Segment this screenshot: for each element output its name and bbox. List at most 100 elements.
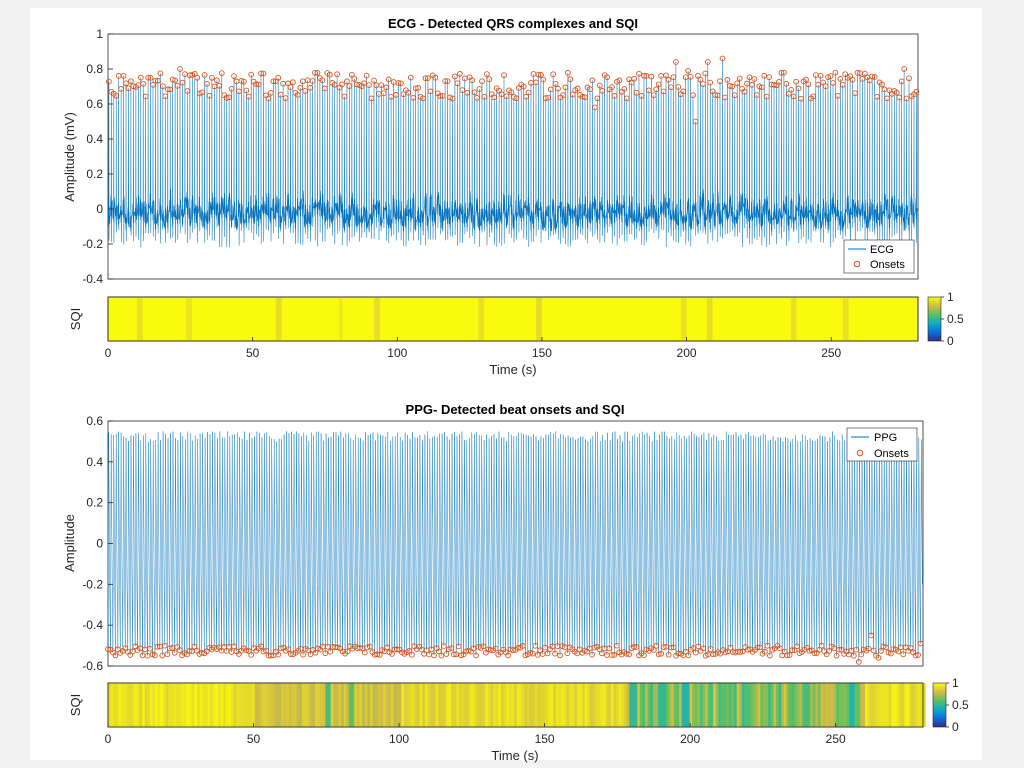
ecg-sqi-segments xyxy=(136,297,849,341)
ecg-onset-marker xyxy=(155,77,161,84)
ecg-onset-marker xyxy=(783,80,790,87)
ppg-onset-marker xyxy=(505,652,511,659)
ppg-sqi-segment xyxy=(341,683,345,727)
ppg-sqi-segment xyxy=(322,683,326,727)
ecg-onset-marker xyxy=(673,59,679,65)
ppg-onset-marker xyxy=(176,647,183,653)
ppg-sqi-segment xyxy=(878,683,882,727)
x-tick-label: 150 xyxy=(535,732,555,746)
ppg-onset-marker xyxy=(767,652,773,659)
ecg-onset-marker xyxy=(744,80,750,87)
ppg-sqi-segment xyxy=(519,683,523,727)
ppg-sqi-segment xyxy=(129,683,132,727)
ecg-onset-marker xyxy=(685,67,691,74)
ppg-signal-series xyxy=(107,431,923,662)
ppg-sqi-segment xyxy=(283,683,287,727)
ecg-onset-marker xyxy=(501,72,507,79)
ecg-onset-marker xyxy=(201,72,208,78)
ppg-sqi-segment xyxy=(854,683,858,727)
ecg-onset-marker xyxy=(884,95,890,102)
ppg-onset-marker xyxy=(147,645,153,652)
ecg-onset-marker xyxy=(223,95,230,101)
ppg-sqi-segment xyxy=(521,683,525,727)
ppg-sqi-segment xyxy=(349,683,352,727)
ecg-legend: ECG Onsets xyxy=(843,239,915,274)
ecg-onset-marker xyxy=(295,92,301,98)
ecg-onset-marker xyxy=(803,76,809,83)
ecg-onset-marker xyxy=(604,74,610,81)
ecg-onset-marker xyxy=(398,80,404,87)
ppg-sqi-segment xyxy=(338,683,342,727)
ppg-sqi-segment xyxy=(291,683,295,727)
ecg-onset-marker xyxy=(503,93,510,100)
ecg-onset-marker xyxy=(781,69,787,76)
ecg-onset-marker xyxy=(592,104,598,111)
ecg-onset-marker xyxy=(282,95,289,101)
ppg-onset-marker xyxy=(670,644,677,651)
ppg-onset-marker xyxy=(818,642,825,649)
ecg-onset-marker xyxy=(238,78,245,84)
ppg-onset-marker xyxy=(144,652,151,659)
ppg-onset-marker xyxy=(794,643,800,650)
ppg-sqi-segment xyxy=(503,683,507,727)
ppg-sqi-segment xyxy=(286,683,290,727)
ecg-onset-marker xyxy=(827,73,834,79)
y-tick-label: 1 xyxy=(96,27,103,41)
ppg-sqi-segment xyxy=(859,683,863,727)
ecg-onset-marker xyxy=(560,92,566,98)
ppg-sqi-segment xyxy=(176,683,180,727)
ppg-sqi-segment xyxy=(760,683,764,727)
ppg-sqi-segment xyxy=(576,683,580,727)
ppg-sqi-x-ticks: 0 50 100 150 200 250 xyxy=(105,723,846,746)
ppg-onset-marker xyxy=(660,644,667,650)
ecg-onset-marker xyxy=(464,89,471,96)
ecg-onset-marker xyxy=(579,93,586,100)
ppg-legend-label-onsets: Onsets xyxy=(874,448,909,460)
ppg-onset-marker xyxy=(683,648,689,655)
ecg-onset-marker xyxy=(704,59,711,65)
ppg-sqi-segment xyxy=(739,683,743,727)
ecg-onset-marker xyxy=(712,92,718,98)
ecg-onset-marker xyxy=(245,93,252,100)
x-tick-label: 100 xyxy=(387,346,407,360)
ecg-onset-marker xyxy=(218,70,225,76)
ppg-sqi-segment xyxy=(563,683,567,727)
ppg-sqi-segment xyxy=(516,683,520,727)
ecg-onset-marker xyxy=(719,55,726,62)
ecg-onset-marker xyxy=(209,74,215,81)
ppg-onset-marker xyxy=(285,646,292,652)
ecg-sqi-segment xyxy=(478,297,485,341)
ppg-onset-marker xyxy=(361,649,368,656)
y-tick-label: -0.4 xyxy=(82,618,103,632)
ppg-legend: PPG Onsets xyxy=(846,427,918,462)
ecg-onset-marker xyxy=(258,70,264,77)
ppg-sqi-segment xyxy=(273,683,276,727)
ppg-onset-marker xyxy=(626,651,632,658)
ppg-sqi-segment xyxy=(244,683,248,727)
ecg-onset-marker xyxy=(567,76,574,83)
ppg-sqi-segment xyxy=(558,683,562,727)
ecg-onset-marker xyxy=(751,76,758,82)
ecg-sqi-x-axis-label: Time (s) xyxy=(489,362,536,377)
ppg-sqi-segment xyxy=(605,683,609,727)
ppg-onset-marker xyxy=(826,648,833,654)
ppg-onset-marker xyxy=(850,652,857,659)
ppg-sqi-segment xyxy=(207,683,211,727)
ecg-onset-marker xyxy=(690,92,696,99)
ppg-sqi-segment xyxy=(535,683,538,727)
ecg-legend-label-ecg: ECG xyxy=(870,244,894,256)
ecg-onset-marker xyxy=(633,89,640,96)
ppg-onset-marker xyxy=(806,647,813,654)
ecg-onset-marker xyxy=(226,94,232,101)
ppg-sqi-segment xyxy=(686,683,690,727)
ppg-sqi-segment xyxy=(202,683,206,727)
ppg-sqi-segment xyxy=(466,683,470,727)
ecg-onset-marker xyxy=(265,95,272,102)
ppg-sqi-segment xyxy=(749,683,753,727)
ppg-sqi-segment xyxy=(639,683,643,727)
ppg-sqi-segment xyxy=(380,683,384,727)
ppg-sqi-segment xyxy=(317,683,321,727)
ppg-sqi-segment xyxy=(249,683,253,727)
ppg-sqi-segment xyxy=(225,683,229,727)
ppg-onset-marker xyxy=(275,651,282,658)
